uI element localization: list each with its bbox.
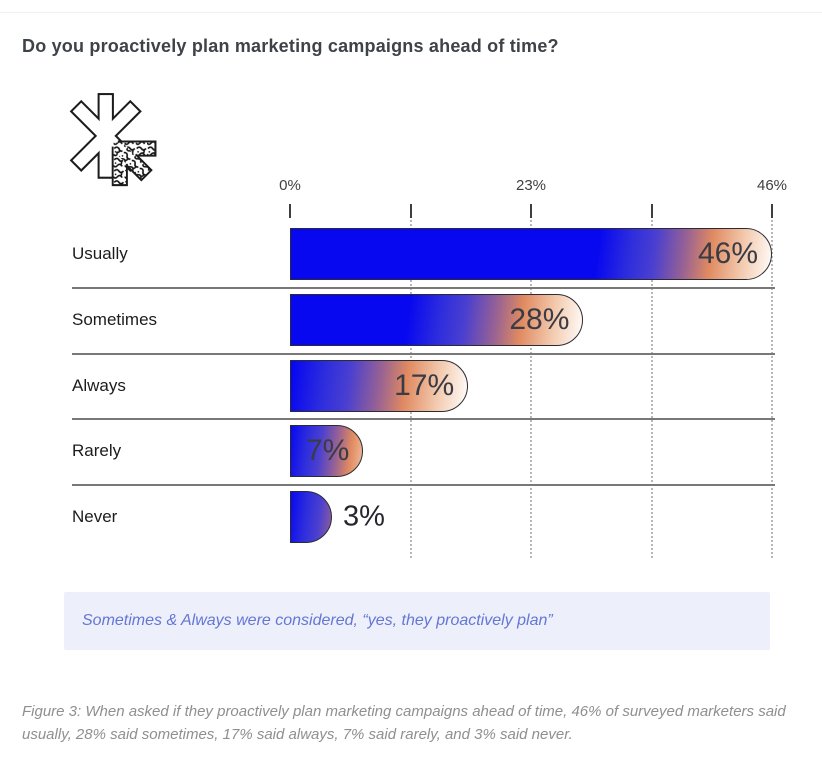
page-title: Do you proactively plan marketing campai… bbox=[22, 36, 559, 57]
category-label-never: Never bbox=[72, 507, 118, 526]
axis-tick-mark bbox=[650, 204, 653, 218]
category-label-always: Always bbox=[72, 375, 126, 395]
bar-value-label: 7% bbox=[305, 434, 350, 468]
bar-never bbox=[290, 491, 332, 543]
asterisk-logo-icon bbox=[69, 93, 157, 187]
bar-value-label: 28% bbox=[509, 302, 570, 336]
x-axis-label: 46% bbox=[756, 177, 788, 194]
vertical-gridline bbox=[771, 220, 773, 558]
vertical-gridline bbox=[650, 220, 653, 558]
bar-always: 17% bbox=[290, 359, 469, 412]
axis-tick-mark bbox=[409, 204, 412, 218]
category-label-usually: Usually bbox=[72, 244, 128, 263]
bar-value-label: 17% bbox=[394, 368, 455, 402]
note-text: Sometimes & Always were considered, “yes… bbox=[82, 612, 553, 629]
axis-tick-mark bbox=[530, 204, 532, 218]
x-axis-label: 0% bbox=[279, 177, 301, 194]
bar-value-label: 3% bbox=[343, 500, 385, 533]
bar-rarely: 7% bbox=[290, 425, 364, 478]
row-separator bbox=[72, 286, 775, 289]
row-separator bbox=[72, 484, 775, 486]
top-divider bbox=[0, 12, 822, 13]
axis-tick-mark bbox=[771, 204, 773, 218]
bar-sometimes: 28% bbox=[290, 293, 584, 346]
row-separator bbox=[72, 352, 775, 355]
figure-caption: Figure 3: When asked if they proactively… bbox=[22, 703, 786, 743]
bar-usually: 46% bbox=[290, 228, 772, 280]
vertical-gridline bbox=[530, 220, 532, 558]
x-axis-label: 23% bbox=[515, 177, 547, 194]
axis-tick-mark bbox=[289, 204, 291, 218]
row-separator bbox=[72, 418, 775, 421]
category-label-sometimes: Sometimes bbox=[72, 309, 158, 329]
note-box: Sometimes & Always were considered, “yes… bbox=[64, 592, 770, 650]
bar-value-label: 46% bbox=[697, 237, 758, 270]
category-label-rarely: Rarely bbox=[72, 441, 122, 461]
